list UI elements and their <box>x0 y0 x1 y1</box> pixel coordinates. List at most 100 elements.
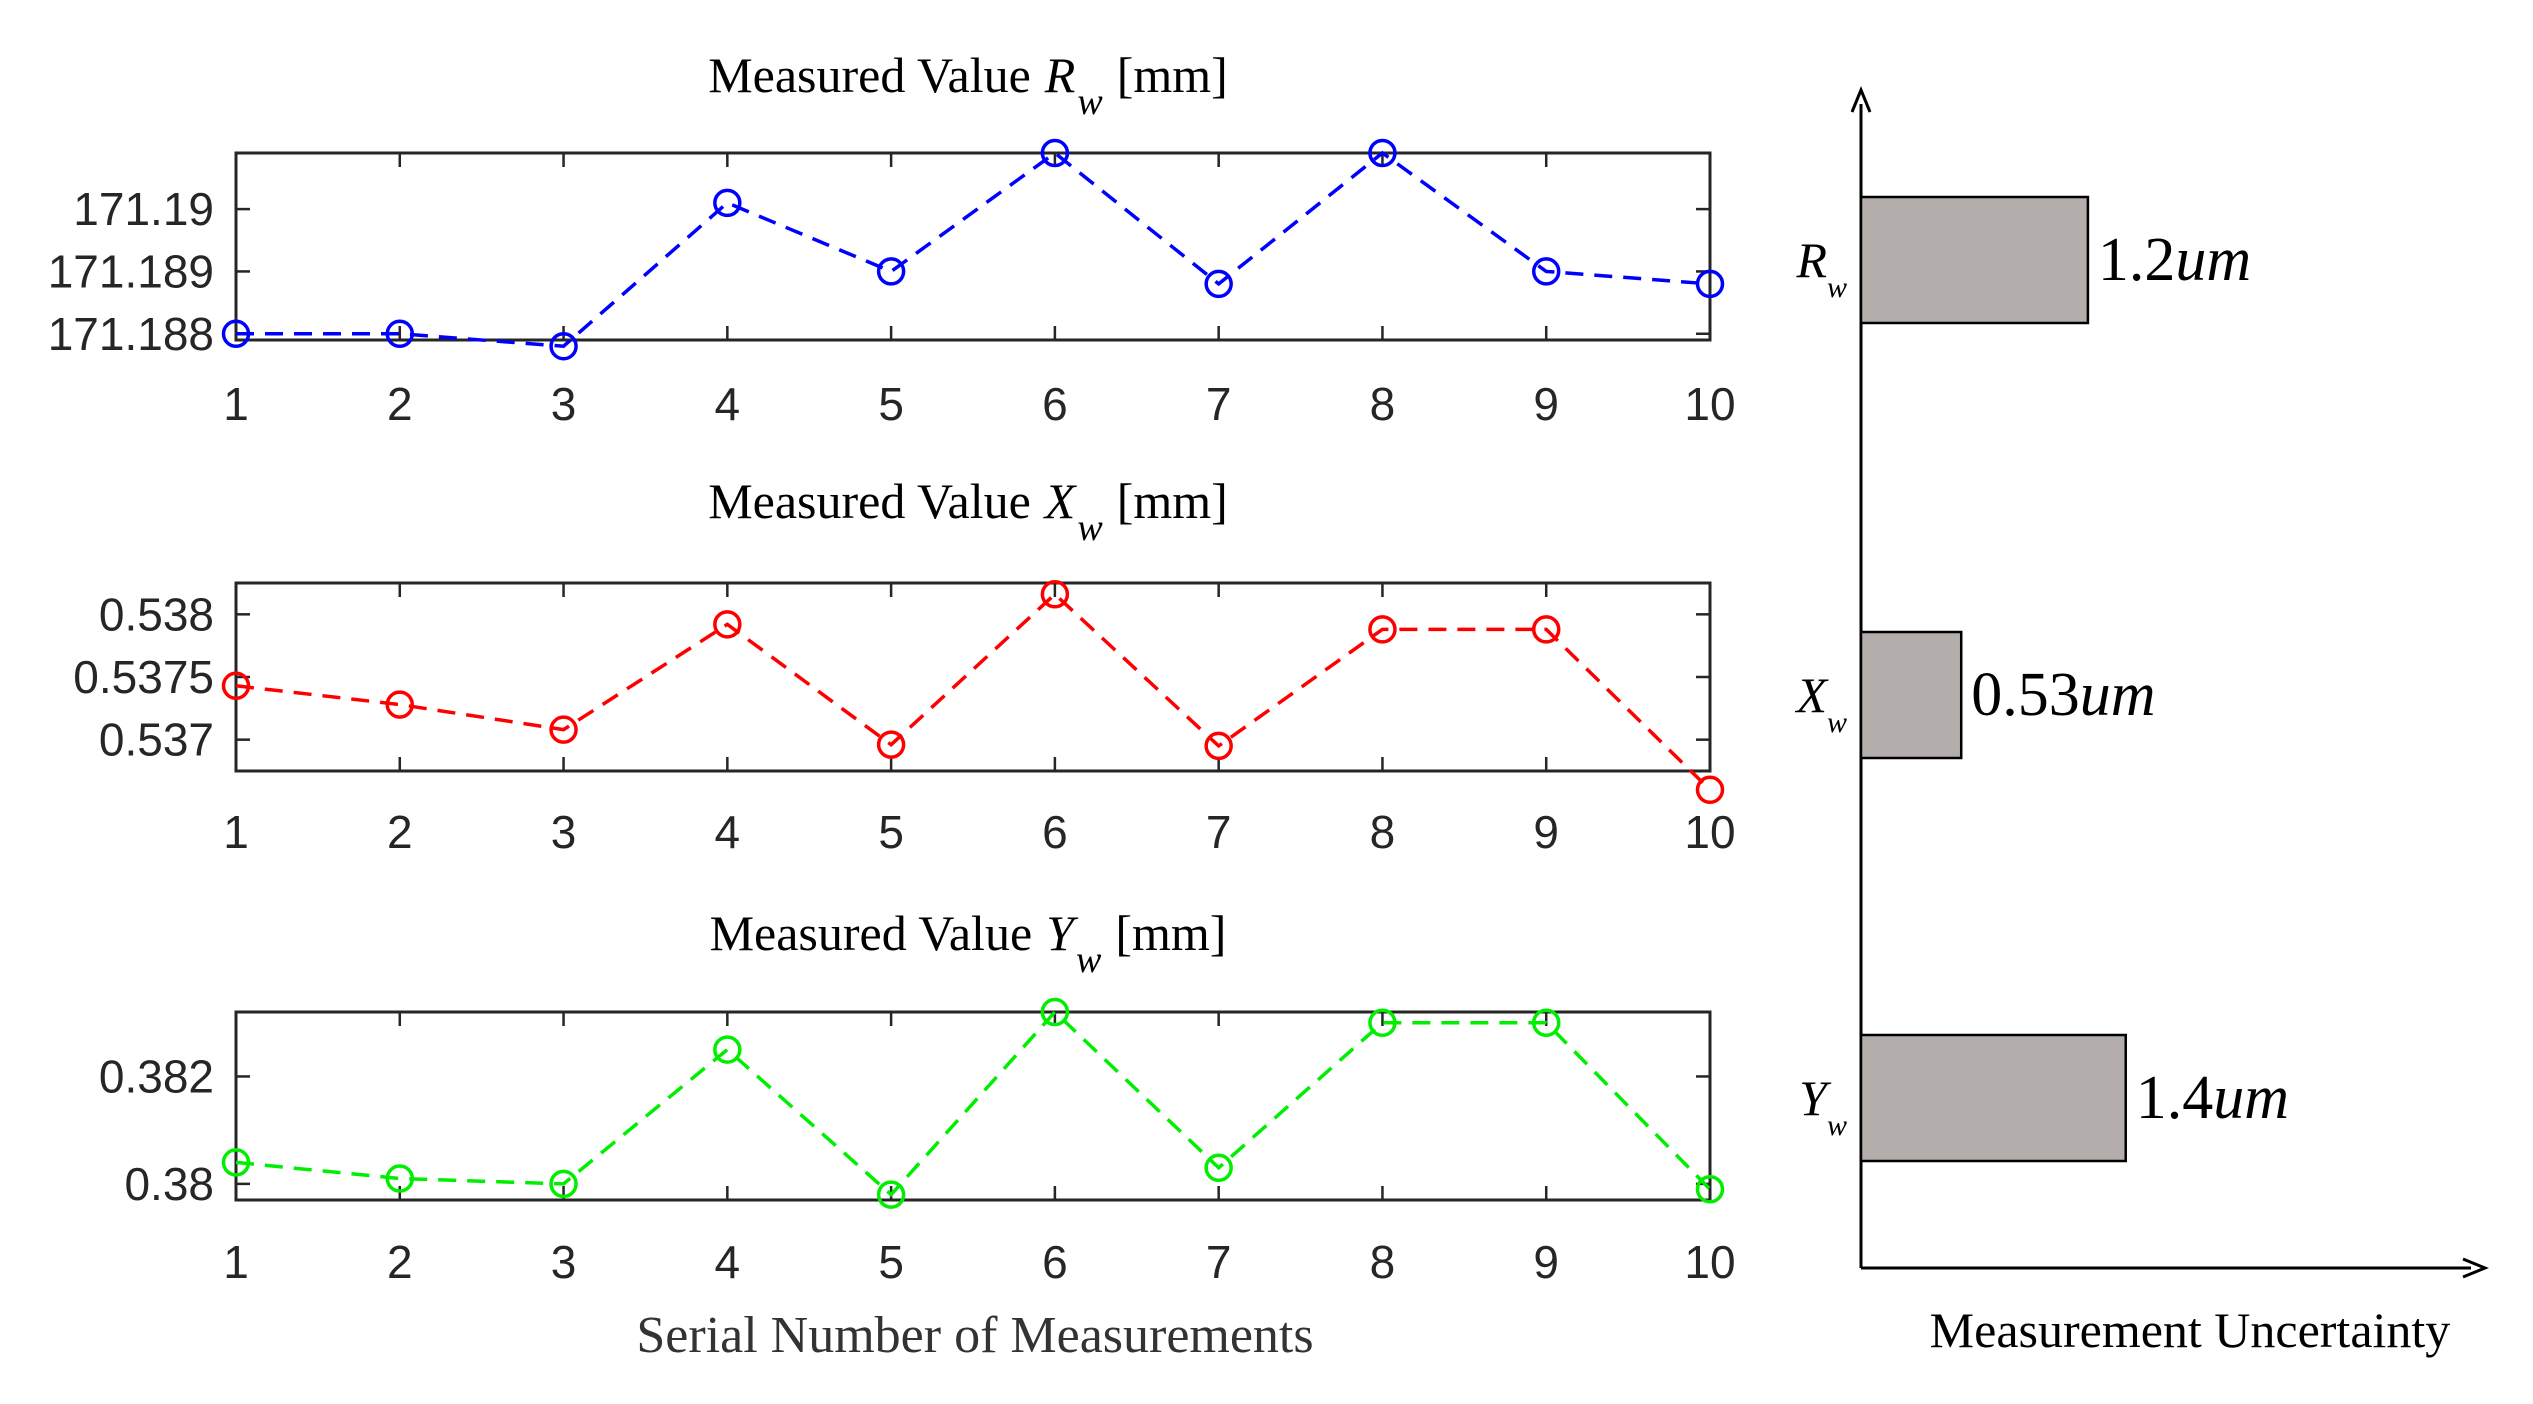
series-line-Xw <box>235 591 1712 792</box>
x-tick-label: 9 <box>1533 1236 1559 1288</box>
x-axis-arrow-icon <box>2462 1257 2489 1279</box>
x-tick-label: 8 <box>1370 806 1396 858</box>
x-tick-label: 2 <box>387 1236 413 1288</box>
data-point-marker <box>1531 257 1561 286</box>
x-tick-label: 5 <box>878 806 904 858</box>
title-unit: [mm] <box>1117 47 1228 103</box>
title-variable: Y <box>1046 905 1079 961</box>
data-point-marker <box>876 257 906 286</box>
category-subscript: w <box>1827 1109 1847 1142</box>
data-point-marker <box>549 1169 578 1199</box>
series-line-Yw <box>235 1009 1712 1198</box>
bar-value-label: 1.2um <box>2098 226 2251 294</box>
x-tick-label: 9 <box>1533 378 1559 430</box>
y-tick-label: 0.537 <box>99 714 214 766</box>
bar-value-unit: um <box>2080 661 2156 729</box>
title-variable: X <box>1043 473 1078 529</box>
data-point-marker <box>1368 1008 1397 1037</box>
x-tick-label: 9 <box>1533 806 1559 858</box>
data-point-marker <box>1531 1008 1561 1037</box>
bar-value-number: 1.2 <box>2098 226 2176 294</box>
data-point-marker <box>713 1035 742 1064</box>
series-line-Rw <box>236 150 1711 349</box>
chart-title: Measured Value Xw [mm] <box>708 473 1228 549</box>
y-tick-label: 171.19 <box>73 183 214 235</box>
data-point-marker <box>1040 997 1070 1027</box>
x-tick-label: 7 <box>1206 806 1232 858</box>
x-axis-label: Serial Number of Measurements <box>636 1307 1313 1364</box>
x-tick-label: 6 <box>1042 806 1068 858</box>
x-tick-label: 3 <box>551 378 577 430</box>
data-point-marker <box>221 319 251 349</box>
chart-title: Measured Value Rw [mm] <box>708 47 1228 123</box>
x-tick-label: 10 <box>1684 806 1735 858</box>
data-point-marker <box>1695 269 1725 299</box>
chart-title: Measured Value Yw [mm] <box>710 905 1227 981</box>
data-point-marker <box>876 730 906 759</box>
data-point-marker <box>1204 731 1233 761</box>
y-tick-label: 171.188 <box>48 308 214 360</box>
x-tick-label: 3 <box>551 806 577 858</box>
x-tick-label: 10 <box>1684 1236 1735 1288</box>
data-point-marker <box>1040 138 1070 168</box>
category-label: Rw <box>1795 232 1847 304</box>
y-tick-label: 0.5375 <box>73 651 214 703</box>
x-tick-label: 4 <box>715 378 741 430</box>
data-point-marker <box>876 1180 906 1209</box>
x-tick-label: 6 <box>1042 1236 1068 1288</box>
y-tick-label: 0.382 <box>99 1050 214 1102</box>
x-tick-label: 2 <box>387 806 413 858</box>
bar-value-label: 0.53um <box>1971 661 2155 729</box>
axes-box <box>234 151 1712 342</box>
data-point-marker <box>1204 269 1233 299</box>
x-tick-label: 3 <box>551 1236 577 1288</box>
bar-value-unit: um <box>2213 1064 2289 1132</box>
x-tick-label: 10 <box>1684 378 1735 430</box>
axes-box <box>234 1010 1712 1202</box>
title-unit: [mm] <box>1115 905 1226 961</box>
data-point-marker <box>1531 615 1561 644</box>
bar <box>1859 630 1963 760</box>
data-point-marker <box>385 1164 415 1193</box>
data-point-marker <box>221 1148 251 1177</box>
data-point-marker <box>549 715 578 744</box>
data-point-marker <box>549 331 578 361</box>
data-point-marker <box>1368 138 1397 168</box>
title-prefix: Measured Value <box>708 47 1031 103</box>
title-subscript: w <box>1076 939 1102 981</box>
bar-value-unit: um <box>2175 226 2251 294</box>
x-tick-label: 5 <box>878 378 904 430</box>
bar-x-axis-label: Measurement Uncertainty <box>1930 1302 2451 1358</box>
data-point-marker <box>1695 775 1725 805</box>
bar <box>1859 195 2090 325</box>
bar <box>1859 1033 2127 1163</box>
bar-value-label: 1.4um <box>2136 1064 2289 1132</box>
xw-line-chart: Measured Value Xw [mm] 1 2 3 4 5 6 7 8 9 10 0.537 0.53… <box>73 473 1735 858</box>
data-point-marker <box>385 319 415 349</box>
data-point-marker <box>221 671 251 701</box>
category-subscript: w <box>1827 271 1847 304</box>
category-label: Yw <box>1799 1070 1847 1142</box>
yw-line-chart: Measured Value Yw [mm] 1 2 3 4 5 6 7 8 9 10 0.38 0.382… <box>99 905 1736 1364</box>
category-variable: X <box>1794 667 1829 723</box>
title-subscript: w <box>1077 507 1103 549</box>
x-tick-label: 6 <box>1042 378 1068 430</box>
x-tick-label: 1 <box>223 1236 249 1288</box>
x-tick-label: 1 <box>223 378 249 430</box>
title-unit: [mm] <box>1117 473 1228 529</box>
bar-value-number: 0.53 <box>1971 661 2080 729</box>
data-point-marker <box>1204 1153 1233 1183</box>
data-point-marker <box>1695 1175 1725 1204</box>
x-tick-label: 8 <box>1370 378 1396 430</box>
data-point-marker <box>385 690 415 719</box>
title-prefix: Measured Value <box>710 905 1033 961</box>
x-tick-label: 7 <box>1206 1236 1232 1288</box>
x-tick-label: 2 <box>387 378 413 430</box>
title-prefix: Measured Value <box>708 473 1031 529</box>
x-tick-label: 7 <box>1206 378 1232 430</box>
axes-box <box>234 581 1712 773</box>
rw-line-chart: Measured Value Rw [mm] 1 2 3 4 5 6 7 8 9 10 171.188 17… <box>48 47 1736 430</box>
y-tick-label: 0.38 <box>124 1158 214 1210</box>
title-variable: R <box>1044 47 1076 103</box>
data-point-marker <box>713 188 742 218</box>
